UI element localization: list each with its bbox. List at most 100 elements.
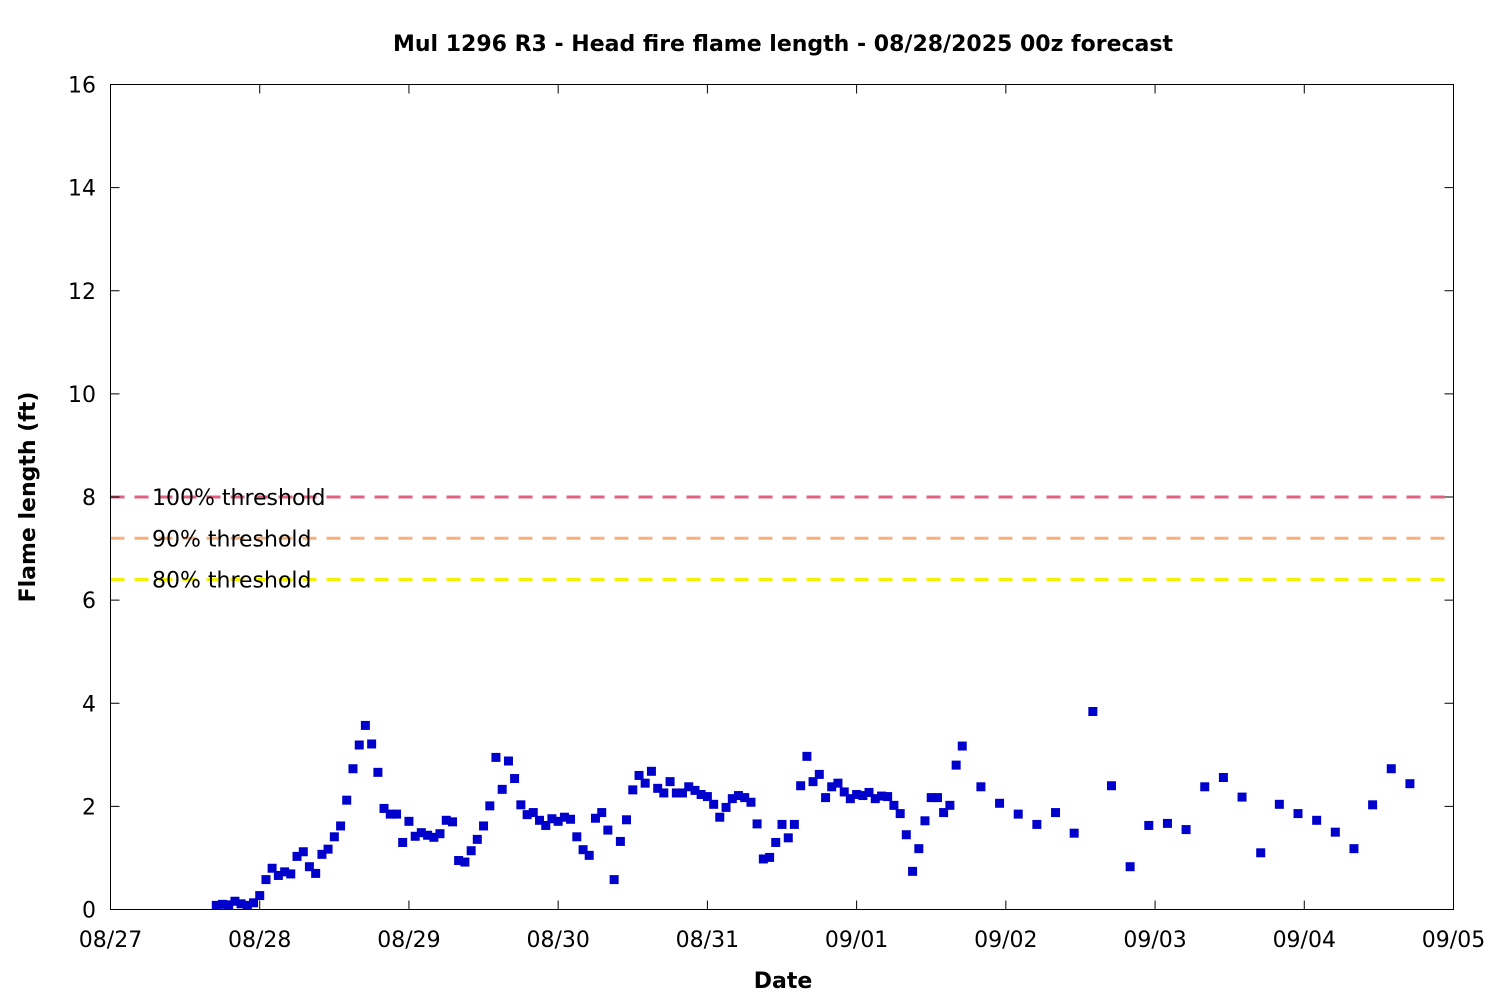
data-point: [242, 900, 252, 910]
data-point: [1386, 764, 1396, 774]
data-point: [883, 792, 893, 802]
y-tick-label: 14: [68, 177, 96, 202]
data-point: [317, 849, 327, 859]
data-point: [690, 785, 700, 795]
x-tick-label: 08/28: [228, 928, 291, 953]
data-point: [360, 720, 370, 730]
data-point: [1013, 809, 1023, 819]
y-axis-label: Flame length (ft): [16, 392, 41, 603]
data-point: [249, 898, 259, 908]
data-point: [622, 815, 632, 825]
y-tick-label: 2: [82, 795, 96, 820]
data-point: [926, 793, 936, 803]
data-point: [740, 793, 750, 803]
data-point: [385, 809, 395, 819]
data-point: [566, 814, 576, 824]
data-point: [628, 785, 638, 795]
data-point: [479, 821, 489, 831]
data-point: [454, 856, 464, 866]
data-point: [547, 814, 557, 824]
data-point: [870, 794, 880, 804]
y-tick-label: 12: [68, 280, 96, 305]
y-tick-label: 16: [68, 74, 96, 99]
data-point: [920, 816, 930, 826]
data-point: [230, 896, 240, 906]
data-point: [1144, 820, 1154, 830]
data-point: [1200, 782, 1210, 792]
x-axis-label: Date: [754, 969, 813, 994]
data-point: [329, 832, 339, 842]
x-axis-ticks: 08/27 08/28 08/29 08/30 08/31 09/01 09/02 09/03…: [79, 84, 1485, 953]
data-point: [908, 866, 918, 876]
data-point: [354, 740, 364, 750]
data-point: [572, 832, 582, 842]
data-point: [298, 847, 308, 857]
data-point: [273, 870, 283, 880]
data-point: [304, 862, 314, 872]
data-point: [590, 813, 600, 823]
data-point: [541, 820, 551, 830]
data-point: [696, 790, 706, 800]
x-tick-label: 09/03: [1123, 928, 1186, 953]
threshold-label-0: 100% threshold: [152, 486, 326, 511]
data-point: [404, 816, 414, 826]
data-point: [901, 830, 911, 840]
data-point: [398, 837, 408, 847]
data-point: [267, 863, 277, 873]
data-point: [957, 741, 967, 751]
data-point: [1368, 800, 1378, 810]
data-point: [224, 900, 234, 910]
data-point: [951, 760, 961, 770]
y-axis-ticks: 0 2 4 6 8 10 12 14 16: [68, 74, 1454, 924]
data-point: [1106, 781, 1116, 791]
data-point: [466, 846, 476, 856]
data-point: [448, 817, 458, 827]
data-point: [597, 808, 607, 818]
data-point: [945, 800, 955, 810]
data-point: [752, 819, 762, 829]
data-point: [653, 783, 663, 793]
x-tick-label: 09/04: [1273, 928, 1336, 953]
data-point: [771, 837, 781, 847]
data-point: [733, 791, 743, 801]
data-point: [1312, 815, 1322, 825]
data-point: [516, 800, 526, 810]
data-point: [1349, 844, 1359, 854]
x-tick-label: 08/27: [79, 928, 142, 953]
data-point: [777, 819, 787, 829]
data-point: [1088, 707, 1098, 716]
data-point: [709, 799, 719, 809]
data-point: [995, 798, 1005, 808]
data-point: [932, 793, 942, 803]
data-point: [914, 844, 924, 854]
data-point: [659, 788, 669, 798]
data-point: [435, 829, 445, 839]
data-point: [727, 794, 737, 804]
data-point: [895, 809, 905, 819]
x-tick-label: 08/29: [377, 928, 440, 953]
data-point: [839, 787, 849, 797]
chart-title: Mul 1296 R3 - Head fire flame length - 0…: [393, 32, 1174, 57]
data-point: [441, 815, 451, 825]
data-point: [392, 809, 402, 819]
data-point: [535, 815, 545, 825]
data-point: [833, 778, 843, 788]
data-point: [758, 854, 768, 864]
data-point: [715, 812, 725, 822]
data-point: [416, 828, 426, 838]
data-point: [311, 868, 321, 878]
data-point: [640, 778, 650, 788]
data-point: [261, 875, 271, 885]
data-point: [1051, 808, 1061, 818]
data-point: [1069, 828, 1079, 838]
threshold-label-1: 90% threshold: [152, 527, 312, 552]
data-point: [808, 777, 818, 787]
data-point: [1274, 799, 1284, 809]
x-tick-label: 09/01: [825, 928, 888, 953]
data-point: [609, 875, 619, 885]
data-point: [211, 900, 221, 910]
data-point: [1181, 825, 1191, 835]
data-point: [845, 794, 855, 804]
data-point: [1256, 848, 1266, 858]
